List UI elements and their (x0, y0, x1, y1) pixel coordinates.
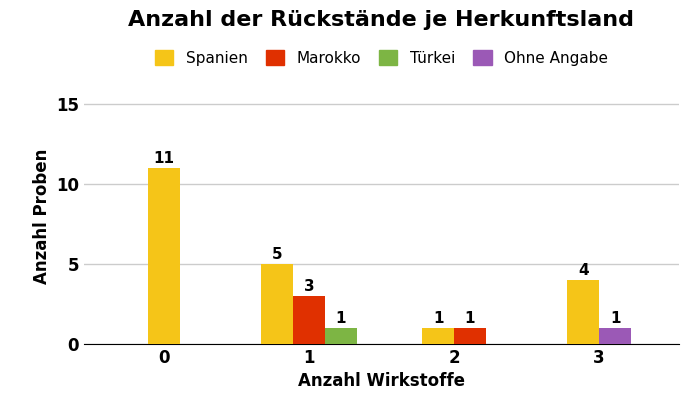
Bar (261, 264, 293, 344)
Text: 3: 3 (304, 278, 314, 294)
Text: 11: 11 (153, 150, 174, 166)
X-axis label: Anzahl Wirkstoffe: Anzahl Wirkstoffe (298, 372, 465, 390)
Bar (422, 328, 454, 344)
Bar (567, 280, 599, 344)
Bar (293, 296, 325, 344)
Bar (148, 168, 180, 344)
Text: 4: 4 (578, 262, 589, 278)
Y-axis label: Anzahl Proben: Anzahl Proben (33, 148, 50, 284)
Text: 5: 5 (272, 246, 282, 262)
Legend: Spanien, Marokko, Türkei, Ohne Angabe: Spanien, Marokko, Türkei, Ohne Angabe (155, 50, 608, 66)
Text: 1: 1 (610, 310, 620, 326)
Bar (599, 328, 631, 344)
Bar (454, 328, 486, 344)
Bar (325, 328, 357, 344)
Text: 1: 1 (433, 310, 443, 326)
Title: Anzahl der Rückstände je Herkunftsland: Anzahl der Rückstände je Herkunftsland (129, 10, 634, 30)
Text: 1: 1 (465, 310, 475, 326)
Text: 1: 1 (335, 310, 346, 326)
